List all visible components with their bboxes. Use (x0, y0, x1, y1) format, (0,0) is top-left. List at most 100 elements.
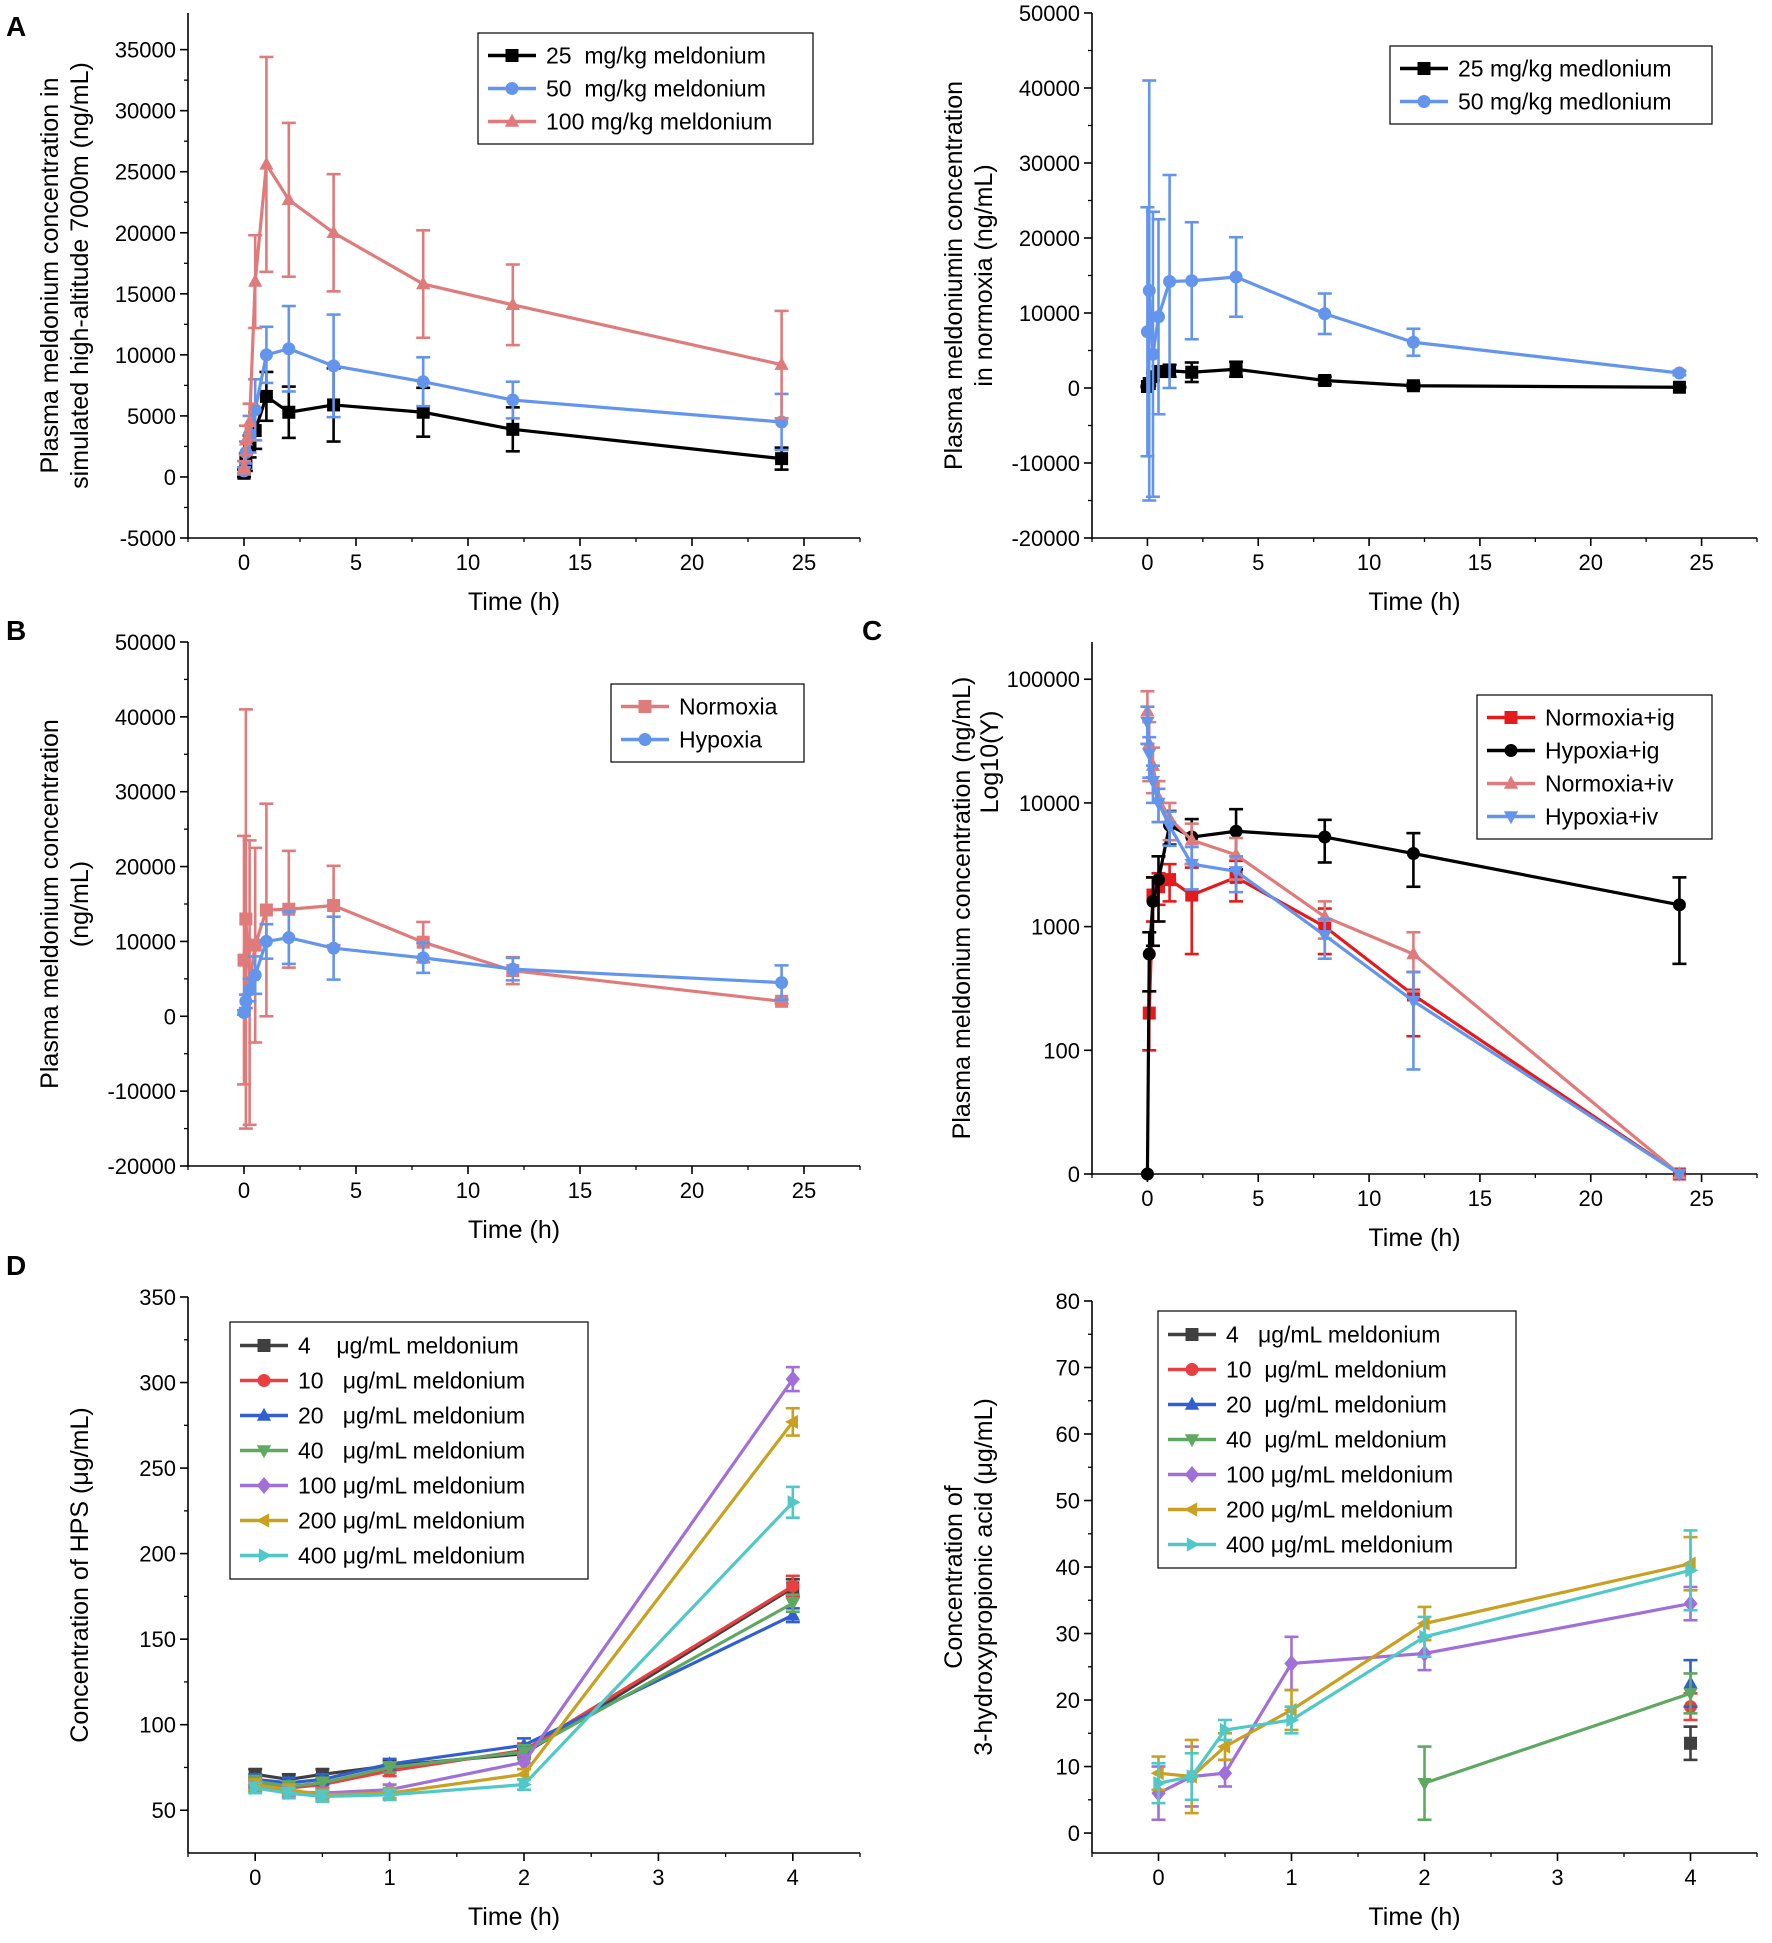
legend-item-10-g-ml-meldonium: 10 μg/mL meldonium (240, 1368, 525, 1394)
y-tick-label: 0 (164, 465, 176, 490)
legend-label: 200 μg/mL meldonium (298, 1508, 525, 1534)
y-tick-label: 30000 (1019, 151, 1080, 176)
legend-frame (1389, 45, 1713, 125)
data-point (1184, 858, 1199, 872)
series-line (1145, 722, 1681, 1176)
x-tick-label: 15 (568, 1178, 592, 1203)
y-tick-label: 50000 (1019, 1, 1080, 26)
data-point (1417, 1777, 1432, 1791)
x-tick-label: 0 (249, 1865, 261, 1890)
x-tick-label: 5 (350, 550, 362, 575)
data-point (382, 1762, 397, 1776)
series-line (254, 1501, 794, 1799)
data-point (1229, 362, 1243, 376)
x-axis-label: Time (h) (468, 1903, 560, 1931)
data-point (416, 405, 430, 419)
y-tick-label: 100000 (1007, 667, 1080, 692)
x-tick-label: 25 (1689, 550, 1713, 575)
data-point (506, 962, 520, 976)
data-point (282, 931, 296, 945)
y-tick-label: 20000 (115, 221, 176, 246)
data-point (1151, 797, 1166, 811)
data-point (1153, 1776, 1167, 1791)
x-tick-label: 3 (1551, 1865, 1563, 1890)
legend-frame (1157, 1310, 1517, 1569)
y-tick-label: 70 (1056, 1356, 1080, 1381)
legend-marker (1184, 1434, 1200, 1448)
y-tick-label: 30000 (115, 99, 176, 124)
y-tick-label: 40 (1056, 1555, 1080, 1580)
legend-item-hypoxia-iv: Hypoxia+iv (1487, 804, 1659, 830)
y-tick-label: 10000 (1019, 791, 1080, 816)
legend-label: Normoxia (679, 694, 778, 720)
data-point (326, 224, 341, 238)
legend: 25 mg/kg medlonium 50 mg/kg medlonium (1389, 45, 1713, 125)
legend-item-normoxia-ig: Normoxia+ig (1487, 705, 1675, 731)
series-line (1423, 1691, 1692, 1785)
data-point (774, 356, 789, 370)
series-400-g-ml-meldonium (1151, 1529, 1699, 1805)
legend-marker (1504, 744, 1518, 757)
y-axis-label: Plasma meldonium concentration (36, 719, 64, 1089)
y-axis-label: Plasma meldonium concentration (ng/mL) (948, 677, 976, 1140)
y-tick-label: 200 (139, 1542, 176, 1567)
legend-item-100-g-ml-meldonium: 100 μg/mL meldonium (1168, 1462, 1453, 1488)
legend-item-20-g-ml-meldonium: 20 μg/mL meldonium (240, 1403, 525, 1429)
data-point (785, 1414, 798, 1430)
data-point (516, 1753, 532, 1771)
y-tick-label: 0 (1068, 1821, 1080, 1846)
data-point (1163, 275, 1177, 288)
data-point (259, 348, 273, 362)
data-point (785, 1598, 800, 1612)
legend-item-normoxia: Normoxia (621, 694, 778, 720)
legend-marker (1184, 1502, 1198, 1517)
data-point (248, 273, 263, 287)
legend-label: 50 mg/kg meldonium (546, 76, 766, 102)
data-point (1185, 365, 1199, 379)
legend-label: 400 μg/mL meldonium (298, 1543, 525, 1569)
data-point (416, 375, 430, 389)
x-tick-label: 2 (1418, 1865, 1430, 1890)
x-tick-label: 15 (568, 550, 592, 575)
y-axis-label: 3-hydroxypropionic acid (μg/mL) (970, 1398, 998, 1756)
y-tick-label: 300 (139, 1371, 176, 1396)
legend-label: 100 mg/kg meldonium (546, 109, 772, 135)
y-tick-label: -10000 (1011, 451, 1080, 476)
y-tick-label: 50 (152, 1798, 176, 1823)
y-tick-label: 30 (1056, 1622, 1080, 1647)
y-axis-label: Concentration of (940, 1485, 968, 1669)
data-point (237, 953, 251, 967)
x-tick-label: 15 (1468, 1186, 1492, 1211)
legend-item-40-g-ml-meldonium: 40 μg/mL meldonium (240, 1438, 525, 1464)
legend-marker (504, 113, 520, 127)
data-point (1672, 366, 1686, 380)
data-point (259, 389, 273, 403)
data-point (1145, 775, 1161, 789)
data-point (1229, 824, 1243, 838)
data-point (327, 941, 341, 955)
legend-item-50-mg-kg-medlonium: 50 mg/kg medlonium (1400, 89, 1672, 115)
legend-item-400-g-ml-meldonium: 400 μg/mL meldonium (1168, 1532, 1453, 1558)
data-point (259, 903, 273, 917)
data-point (1318, 830, 1332, 844)
legend-frame (229, 1321, 589, 1580)
data-point (1142, 748, 1157, 762)
data-point (1140, 325, 1154, 339)
legend-label: 20 μg/mL meldonium (1226, 1392, 1447, 1418)
legend-label: 40 μg/mL meldonium (1226, 1427, 1447, 1453)
legend-item-50-mg-kg-meldonium: 50 mg/kg meldonium (488, 76, 766, 102)
x-tick-label: 25 (792, 550, 816, 575)
data-point (1184, 832, 1199, 846)
legend-item-100-g-ml-meldonium: 100 μg/mL meldonium (240, 1473, 525, 1499)
legend-item-normoxia-iv: Normoxia+iv (1487, 771, 1674, 797)
legend-marker (1185, 1363, 1199, 1376)
legend-item-40-g-ml-meldonium: 40 μg/mL meldonium (1168, 1427, 1447, 1453)
y-tick-label: 5000 (127, 404, 176, 429)
series-normoxia (237, 708, 789, 1130)
data-point (327, 898, 341, 912)
data-point (248, 968, 262, 982)
y-axis-sublabel: Log10(Y) (976, 711, 1004, 814)
data-point (327, 359, 341, 373)
legend-marker (505, 49, 519, 62)
